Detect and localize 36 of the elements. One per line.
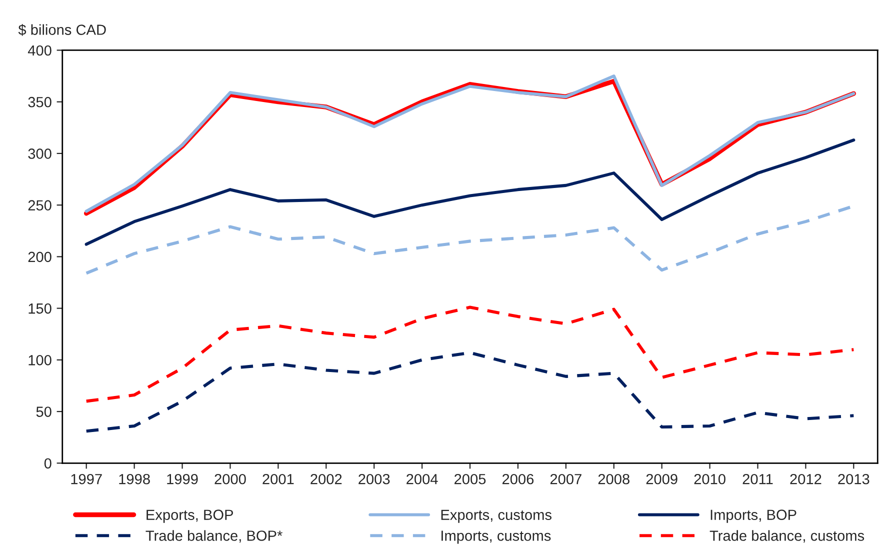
x-tick-label: 1998 (119, 474, 150, 484)
legend-label: Imports, customs (442, 530, 551, 544)
x-tick-label: 2000 (214, 474, 246, 484)
y-tick-label: 100 (28, 355, 52, 366)
y-tick-label: 250 (28, 200, 52, 210)
legend-label: Exports, customs (441, 510, 552, 523)
x-tick-label: 1997 (71, 474, 102, 484)
x-tick-label: 2008 (598, 474, 630, 484)
x-tick-label: 2009 (646, 474, 678, 484)
line-series (84, 351, 856, 433)
x-tick-label: 2005 (454, 474, 486, 484)
legend-label: Trade balance, customs (710, 530, 864, 543)
line-series (84, 306, 856, 403)
x-tick-label: 2011 (742, 474, 773, 484)
line-series (84, 138, 856, 246)
y-tick-label: 300 (28, 148, 52, 159)
legend-label: Exports, BOP (146, 510, 233, 523)
x-tick-label: 2007 (550, 474, 582, 484)
y-axis-title: $ bilions CAD (18, 24, 106, 36)
y-tick-label: 150 (28, 303, 52, 314)
y-tick-label: 200 (28, 252, 52, 262)
y-tick-label: 50 (36, 406, 52, 417)
x-tick-label: 2004 (406, 474, 438, 484)
x-tick-label: 1999 (167, 474, 198, 484)
x-tick-label: 2006 (502, 474, 534, 484)
x-tick-label: 2002 (310, 474, 342, 484)
x-tick-label: 2003 (358, 474, 390, 484)
x-tick-label: 2012 (790, 474, 822, 484)
x-tick-label: 2010 (694, 474, 726, 484)
x-tick-label: 2013 (838, 474, 870, 484)
y-tick-label: 400 (28, 45, 52, 56)
legend-label: Trade balance, BOP* (146, 530, 282, 543)
y-tick-label: 350 (28, 96, 52, 108)
y-tick-label: 0 (44, 458, 52, 469)
legend-label: Imports, BOP (710, 510, 796, 523)
x-tick-label: 2001 (262, 474, 294, 484)
